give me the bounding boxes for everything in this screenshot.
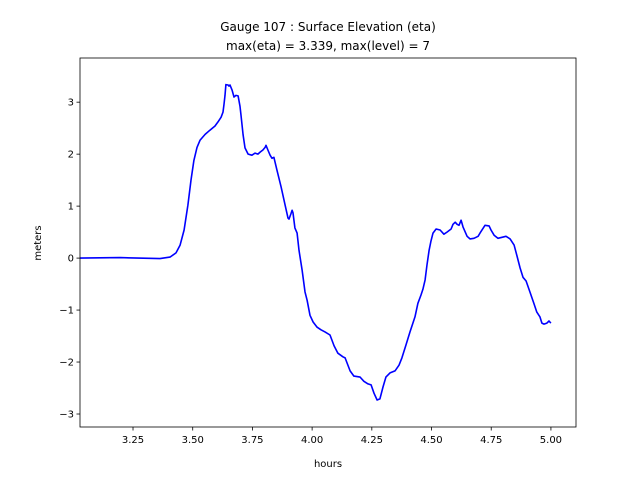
chart-title-line1: Gauge 107 : Surface Elevation (eta) [220, 20, 436, 34]
x-tick-label: 5.00 [540, 435, 562, 446]
y-tick-label: −2 [59, 358, 74, 369]
y-tick-label: 1 [68, 202, 74, 213]
y-tick-label: 0 [68, 254, 74, 265]
x-tick-label: 3.25 [122, 435, 144, 446]
y-axis-label: meters [33, 225, 44, 260]
y-tick-label: −1 [59, 306, 74, 317]
x-tick-label: 4.25 [361, 435, 383, 446]
chart-title-line2: max(eta) = 3.339, max(level) = 7 [226, 39, 430, 53]
y-tick-label: 3 [68, 98, 74, 109]
x-tick-label: 3.50 [182, 435, 204, 446]
series-line-eta [79, 83, 552, 401]
y-tick-label: 2 [68, 150, 74, 161]
x-axis-label: hours [314, 459, 342, 470]
x-tick-label: 4.50 [420, 435, 442, 446]
x-tick-label: 3.75 [241, 435, 263, 446]
x-tick-label: 4.75 [480, 435, 502, 446]
x-tick-label: 4.00 [301, 435, 323, 446]
axes-frame [79, 57, 577, 428]
y-tick-label: −3 [59, 410, 74, 421]
